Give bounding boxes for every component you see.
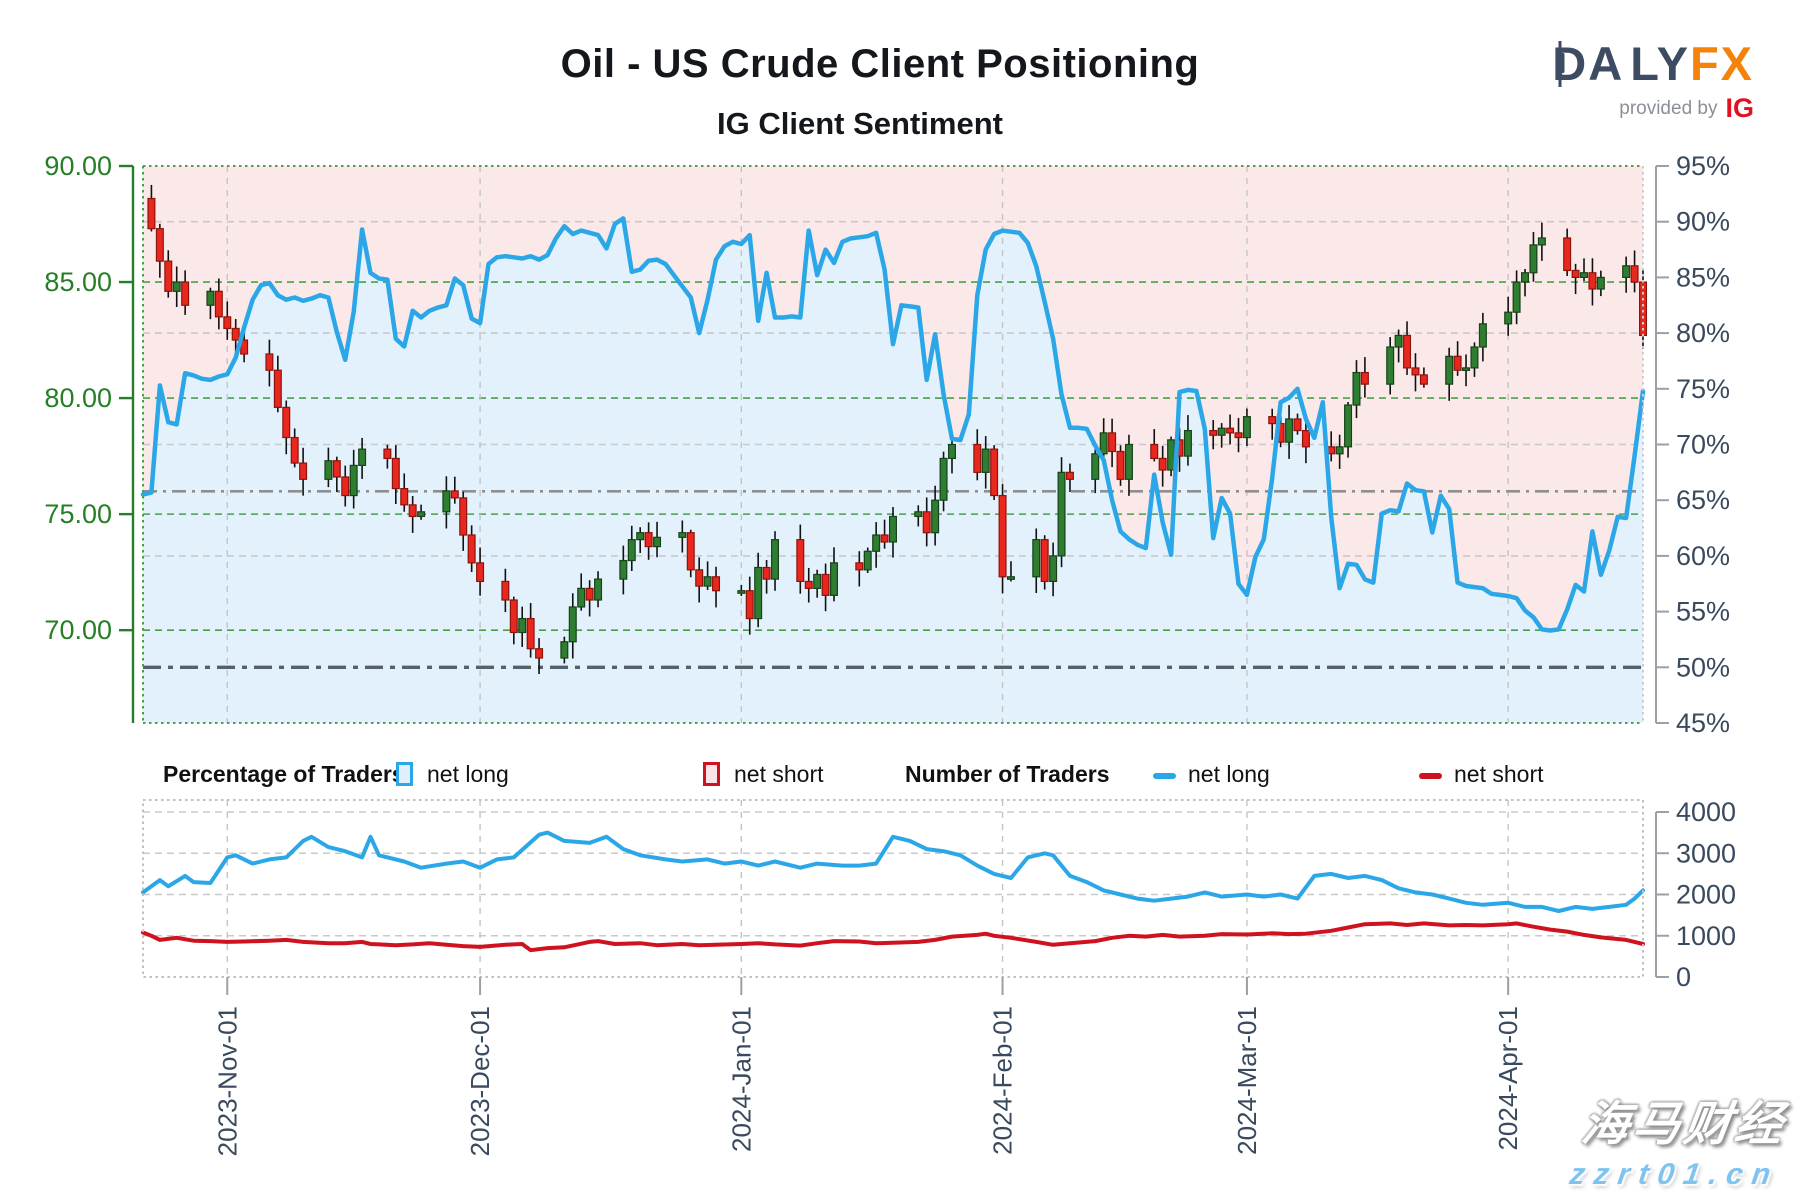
price-axis-label: 80.00: [44, 383, 112, 413]
percent-axis-label: 90%: [1676, 207, 1730, 237]
percent-axis-label: 50%: [1676, 652, 1730, 682]
price-axis-label: 70.00: [44, 615, 112, 645]
traders-axis-label: 3000: [1676, 838, 1736, 868]
date-label: 2024-Apr-01: [1493, 1006, 1523, 1151]
watermark: 海马财经 zzrt01.cn: [1567, 1085, 1791, 1192]
traders-axis-label: 0: [1676, 962, 1691, 992]
price-axis-label: 75.00: [44, 499, 112, 529]
net-long-count-line: [141, 830, 1645, 913]
price-axis-label: 90.00: [44, 151, 112, 181]
sentiment-line: [140, 216, 1646, 633]
percent-axis-label: 95%: [1676, 151, 1730, 181]
date-label: 2023-Dec-01: [465, 1006, 495, 1156]
net-short-count-line: [141, 921, 1645, 953]
watermark-url: zzrt01.cn: [1567, 1158, 1782, 1191]
traders-axis-label: 4000: [1676, 797, 1736, 827]
percent-axis-label: 65%: [1676, 485, 1730, 515]
date-label: 2024-Jan-01: [726, 1006, 756, 1152]
percent-axis-label: 70%: [1676, 430, 1730, 460]
logo-provided-by: provided by: [1619, 98, 1718, 119]
chart-subtitle: IG Client Sentiment: [717, 106, 1003, 141]
logo-ig: IG: [1725, 93, 1754, 123]
date-label: 2024-Feb-01: [988, 1006, 1018, 1155]
percent-axis-label: 80%: [1676, 318, 1730, 348]
watermark-brand: 海马财经: [1578, 1097, 1790, 1150]
logo-text-ly: LY: [1630, 37, 1690, 90]
price-axis-label: 85.00: [44, 267, 112, 297]
candlesticks: [147, 184, 1647, 675]
date-label: 2024-Mar-01: [1232, 1006, 1262, 1155]
date-label: 2023-Nov-01: [212, 1006, 242, 1156]
logo-text-fx: FX: [1689, 37, 1754, 90]
percent-axis-label: 55%: [1676, 597, 1730, 627]
traders-axis-label: 2000: [1676, 880, 1736, 910]
percent-axis-label: 75%: [1676, 374, 1730, 404]
percent-axis-label: 45%: [1676, 708, 1730, 738]
traders-border: [142, 799, 1644, 978]
dailyfx-logo: DA LY FX provided by IG: [1552, 40, 1754, 122]
percent-axis-label: 60%: [1676, 541, 1730, 571]
sentiment-long-area: [143, 218, 1643, 723]
page-title: Oil - US Crude Client Positioning: [560, 42, 1200, 86]
percent-axis-label: 85%: [1676, 262, 1730, 292]
traders-axis-label: 1000: [1676, 921, 1736, 951]
